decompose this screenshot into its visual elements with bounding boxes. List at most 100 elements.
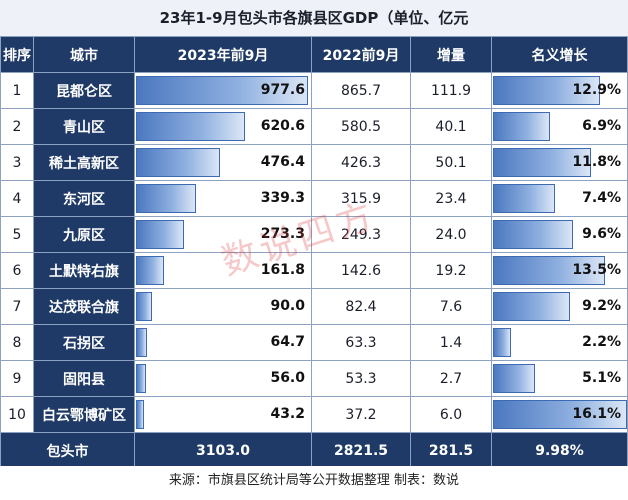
- growth-cell: 12.9%: [491, 72, 628, 109]
- table-row: 1 昆都仑区 977.6 865.7 111.9 12.9%: [0, 72, 628, 109]
- growth-cell: 6.9%: [491, 108, 628, 145]
- city-cell: 九原区: [33, 216, 135, 253]
- growth-bar: [493, 256, 606, 285]
- table-row: 7 达茂联合旗 90.0 82.4 7.6 9.2%: [0, 288, 628, 325]
- gdp-2022-cell: 82.4: [311, 288, 411, 325]
- gdp-2023-value: 977.6: [260, 82, 305, 98]
- city-cell: 白云鄂博矿区: [33, 396, 135, 433]
- gdp-2023-value: 43.2: [270, 406, 305, 422]
- increase-cell: 50.1: [410, 144, 492, 181]
- increase-cell: 7.6: [410, 288, 492, 325]
- growth-bar: [493, 292, 570, 321]
- gdp-2023-bar: [136, 184, 196, 213]
- rank-cell: 4: [0, 180, 34, 217]
- increase-cell: 40.1: [410, 108, 492, 145]
- growth-value: 11.8%: [572, 154, 621, 170]
- table-row: 6 土默特右旗 161.8 142.6 19.2 13.5%: [0, 252, 628, 289]
- gdp-2023-cell: 90.0: [134, 288, 312, 325]
- gdp-2022-cell: 249.3: [311, 216, 411, 253]
- gdp-2023-bar: [136, 148, 220, 177]
- gdp-2023-bar: [136, 76, 308, 105]
- gdp-2023-value: 56.0: [270, 370, 305, 386]
- gdp-2023-cell: 43.2: [134, 396, 312, 433]
- header-rank: 排序: [0, 36, 34, 73]
- gdp-2023-value: 476.4: [260, 154, 305, 170]
- gdp-2022-cell: 142.6: [311, 252, 411, 289]
- city-cell: 土默特右旗: [33, 252, 135, 289]
- gdp-table: 排序 城市 2023年前9月 2022前9月 增量 名义增长 1 昆都仑区 977.…: [0, 36, 628, 469]
- table-row: 9 固阳县 56.0 53.3 2.7 5.1%: [0, 360, 628, 397]
- gdp-2023-value: 64.7: [270, 334, 305, 350]
- gdp-2022-cell: 53.3: [311, 360, 411, 397]
- total-growth: 9.98%: [491, 432, 628, 469]
- rank-cell: 2: [0, 108, 34, 145]
- growth-cell: 5.1%: [491, 360, 628, 397]
- increase-cell: 1.4: [410, 324, 492, 361]
- gdp-2022-cell: 426.3: [311, 144, 411, 181]
- growth-bar: [493, 76, 601, 105]
- city-cell: 东河区: [33, 180, 135, 217]
- increase-cell: 19.2: [410, 252, 492, 289]
- gdp-2023-bar: [136, 292, 152, 321]
- total-row: 包头市 3103.0 2821.5 281.5 9.98%: [0, 432, 628, 469]
- gdp-2023-bar: [136, 256, 165, 285]
- header-increase: 增量: [410, 36, 492, 73]
- gdp-2023-cell: 64.7: [134, 324, 312, 361]
- header-growth: 名义增长: [491, 36, 628, 73]
- increase-cell: 111.9: [410, 72, 492, 109]
- gdp-2023-cell: 977.6: [134, 72, 312, 109]
- table-row: 4 东河区 339.3 315.9 23.4 7.4%: [0, 180, 628, 217]
- gdp-2023-bar: [136, 364, 146, 393]
- growth-bar: [493, 148, 592, 177]
- gdp-2022-cell: 315.9: [311, 180, 411, 217]
- growth-cell: 16.1%: [491, 396, 628, 433]
- city-cell: 稀土高新区: [33, 144, 135, 181]
- header-city: 城市: [33, 36, 135, 73]
- city-cell: 青山区: [33, 108, 135, 145]
- rank-cell: 1: [0, 72, 34, 109]
- increase-cell: 2.7: [410, 360, 492, 397]
- increase-cell: 6.0: [410, 396, 492, 433]
- gdp-2022-cell: 63.3: [311, 324, 411, 361]
- growth-cell: 13.5%: [491, 252, 628, 289]
- growth-bar: [493, 400, 627, 429]
- total-2022: 2821.5: [311, 432, 411, 469]
- rank-cell: 7: [0, 288, 34, 325]
- gdp-2023-bar: [136, 328, 148, 357]
- growth-cell: 11.8%: [491, 144, 628, 181]
- gdp-2023-bar: [136, 400, 144, 429]
- growth-cell: 9.2%: [491, 288, 628, 325]
- rank-cell: 8: [0, 324, 34, 361]
- growth-bar: [493, 112, 551, 141]
- growth-bar: [493, 328, 512, 357]
- table-body: 1 昆都仑区 977.6 865.7 111.9 12.9% 2 青山区 620.6 580.5 4…: [0, 72, 628, 433]
- growth-bar: [493, 184, 555, 213]
- table-row: 8 石拐区 64.7 63.3 1.4 2.2%: [0, 324, 628, 361]
- gdp-2022-cell: 865.7: [311, 72, 411, 109]
- city-cell: 达茂联合旗: [33, 288, 135, 325]
- gdp-2023-value: 339.3: [260, 190, 305, 206]
- growth-value: 7.4%: [582, 190, 621, 206]
- increase-cell: 23.4: [410, 180, 492, 217]
- gdp-2022-cell: 37.2: [311, 396, 411, 433]
- rank-cell: 5: [0, 216, 34, 253]
- gdp-2023-cell: 620.6: [134, 108, 312, 145]
- city-cell: 昆都仑区: [33, 72, 135, 109]
- growth-value: 2.2%: [582, 334, 621, 350]
- rank-cell: 10: [0, 396, 34, 433]
- gdp-2023-cell: 161.8: [134, 252, 312, 289]
- gdp-2023-value: 273.3: [260, 226, 305, 242]
- growth-value: 12.9%: [572, 82, 621, 98]
- growth-value: 5.1%: [582, 370, 621, 386]
- gdp-2023-bar: [136, 220, 185, 249]
- table-row: 5 九原区 273.3 249.3 24.0 9.6%: [0, 216, 628, 253]
- growth-value: 16.1%: [572, 406, 621, 422]
- gdp-2023-bar: [136, 112, 246, 141]
- gdp-2023-value: 620.6: [260, 118, 305, 134]
- growth-value: 13.5%: [572, 262, 621, 278]
- growth-cell: 7.4%: [491, 180, 628, 217]
- table-row: 2 青山区 620.6 580.5 40.1 6.9%: [0, 108, 628, 145]
- source-note: 来源：市旗县区统计局等公开数据整理 制表：数说: [0, 466, 628, 500]
- growth-bar: [493, 220, 573, 249]
